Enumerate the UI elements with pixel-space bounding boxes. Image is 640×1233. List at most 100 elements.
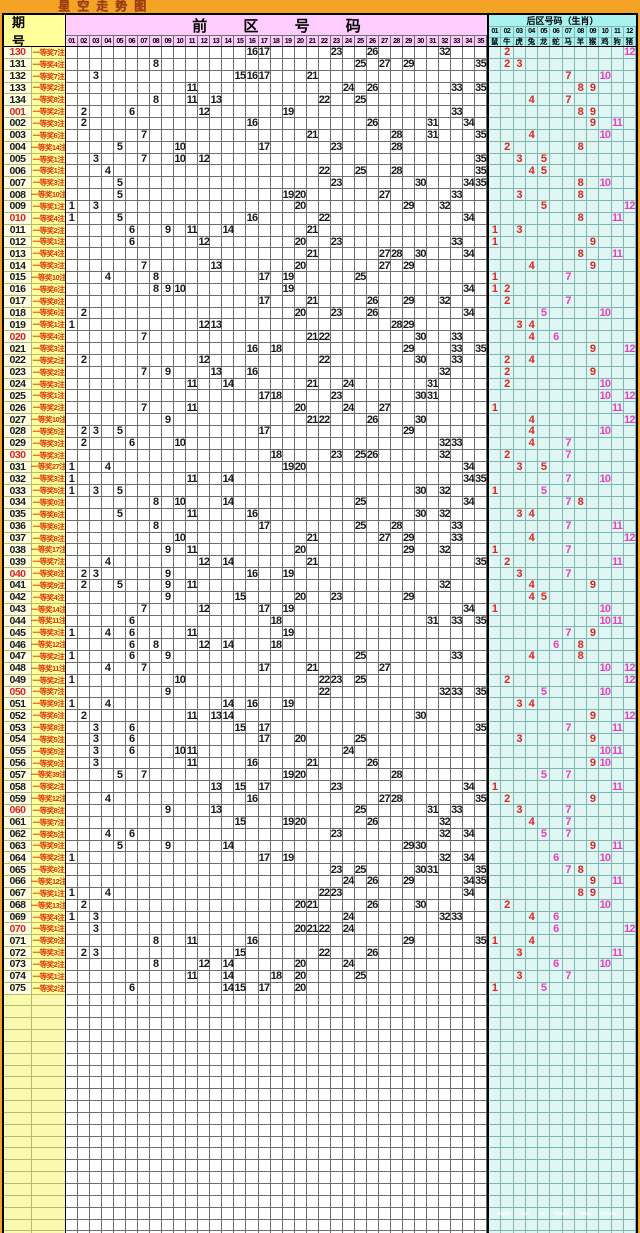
front-cell <box>234 449 247 462</box>
front-cell <box>234 579 247 592</box>
back-cell <box>611 1053 624 1066</box>
front-cell <box>138 1089 151 1102</box>
front-cell <box>270 1053 283 1066</box>
front-cell <box>222 1030 235 1042</box>
front-cell: 9 <box>162 840 175 853</box>
front-cell <box>258 1136 271 1149</box>
front-cell <box>78 864 91 877</box>
front-zone <box>65 1018 488 1031</box>
front-cell <box>66 745 79 758</box>
front-cell <box>66 497 79 509</box>
front-cell: 5 <box>114 579 127 592</box>
front-cell <box>126 958 139 971</box>
front-cell <box>318 982 331 995</box>
front-cell: 9 <box>162 283 175 296</box>
back-cell <box>489 923 502 936</box>
back-cell <box>538 508 551 521</box>
back-cell <box>513 757 526 770</box>
front-cell <box>475 1030 488 1042</box>
front-cell <box>102 923 115 936</box>
front-cell: 35 <box>475 342 488 355</box>
front-cell: 24 <box>342 81 355 95</box>
front-cell <box>186 793 199 805</box>
back-cell <box>501 1065 514 1078</box>
back-cell <box>574 1124 587 1137</box>
front-cell <box>246 805 259 817</box>
back-cell: 4 <box>525 508 538 521</box>
back-cell <box>489 568 502 580</box>
front-cell <box>234 840 247 853</box>
issue-zone <box>4 994 65 1007</box>
front-cell <box>246 899 259 912</box>
front-cell <box>414 887 427 900</box>
front-cell <box>414 805 427 817</box>
front-cell <box>306 94 319 107</box>
front-cell <box>78 272 91 284</box>
front-cell <box>234 970 247 983</box>
front-cell <box>150 1041 163 1054</box>
front-cell <box>451 982 464 995</box>
front-cell <box>414 165 427 178</box>
front-cell <box>210 47 223 59</box>
front-cell <box>162 70 175 83</box>
front-cell <box>318 70 331 83</box>
front-cell: 20 <box>294 259 307 273</box>
front-cell <box>126 319 139 332</box>
front-cell <box>150 508 163 521</box>
front-cell <box>475 674 488 687</box>
front-cell <box>114 805 127 817</box>
back-cell <box>489 497 502 509</box>
prize-label: 一等奖6注 <box>32 129 65 142</box>
back-cell: 2 <box>501 295 514 308</box>
front-cell: 23 <box>330 46 343 59</box>
front-cell <box>270 1124 283 1137</box>
front-cell: 32 <box>438 366 451 379</box>
front-cell <box>234 366 247 379</box>
front-cell <box>294 686 307 699</box>
front-cell: 32 <box>438 851 451 865</box>
front-cell <box>306 153 319 166</box>
front-cell <box>150 1006 163 1019</box>
front-cell <box>378 283 391 296</box>
front-cell <box>390 378 403 391</box>
back-zone: 8 11 <box>487 248 636 261</box>
front-cell <box>174 970 187 983</box>
front-cell <box>402 331 415 344</box>
front-cell <box>90 47 103 59</box>
front-cell <box>270 58 283 71</box>
front-cell: 18 <box>270 614 283 628</box>
front-cell <box>90 189 103 201</box>
front-cell <box>451 852 464 865</box>
front-cell <box>90 1030 103 1042</box>
front-cell <box>318 627 331 640</box>
front-cell <box>390 532 403 545</box>
front-cell <box>378 887 391 900</box>
front-col-header: 30 <box>414 36 427 46</box>
front-cell <box>114 165 127 178</box>
back-cell <box>562 189 575 201</box>
front-cell <box>102 378 115 391</box>
front-cell <box>402 1018 415 1031</box>
front-cell <box>378 710 391 723</box>
front-cell <box>438 248 451 261</box>
back-cell: 6 <box>550 958 563 971</box>
back-cell <box>623 899 636 912</box>
front-cell <box>426 556 439 569</box>
front-zone: 11 14 21 24 31 <box>65 378 488 391</box>
front-cell <box>210 390 223 403</box>
back-cell <box>587 828 600 841</box>
front-cell <box>294 828 307 841</box>
front-cell <box>354 1006 367 1019</box>
front-cell <box>138 745 151 758</box>
front-cell <box>162 165 175 178</box>
issue-zone: 036 一等奖6注 <box>4 520 65 533</box>
front-cell <box>426 520 439 533</box>
front-cell <box>174 591 187 604</box>
front-cell <box>378 994 391 1007</box>
front-cell: 26 <box>366 306 379 320</box>
front-cell <box>66 260 79 273</box>
front-cell <box>222 757 235 770</box>
front-cell: 22 <box>318 946 331 959</box>
issue-zone: 065 一等奖6注 <box>4 864 65 877</box>
front-cell <box>378 1112 391 1125</box>
